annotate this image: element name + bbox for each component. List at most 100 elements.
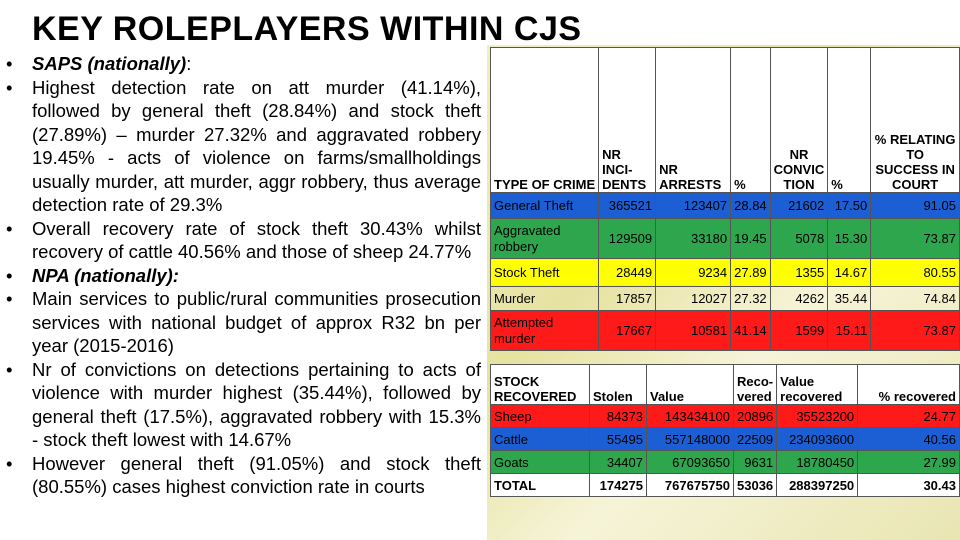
- table-cell: 73.87: [870, 310, 960, 351]
- table-cell: 24.77: [857, 404, 960, 428]
- table-cell: 17667: [598, 310, 657, 351]
- table-cell: 22509: [732, 427, 778, 451]
- table-cell: Attempted murder: [489, 310, 600, 351]
- bullet-convictions: • Nr of convictions on detections pertain…: [6, 358, 481, 452]
- table-cell: 41.14: [730, 310, 771, 351]
- table-cell: 1599: [769, 310, 829, 351]
- table-row: Stock Theft 28449 9234 27.89 1355 14.67 …: [489, 258, 960, 287]
- table-row: Attempted murder 17667 10581 41.14 1599 …: [489, 310, 960, 351]
- table-cell: 288397250: [776, 473, 859, 497]
- table-cell: 365521: [598, 192, 657, 219]
- header-cell: Value: [646, 364, 734, 405]
- header-cell: Reco-vered: [732, 364, 778, 405]
- table-row: General Theft 365521 123407 28.84 21602 …: [489, 192, 960, 219]
- bullet-dot: •: [6, 264, 13, 286]
- bullet-text: Overall recovery rate of stock theft 30.…: [32, 217, 481, 263]
- table-cell: 12027: [655, 286, 732, 311]
- bullet-dot: •: [6, 217, 13, 239]
- table-cell: 767675750: [646, 473, 734, 497]
- table-cell: General Theft: [489, 192, 600, 219]
- header-cell: %: [730, 47, 771, 193]
- table-cell: 234093600: [776, 427, 859, 451]
- header-cell: NR CONVIC TION: [769, 47, 829, 193]
- table-cell: 4262: [769, 286, 829, 311]
- table-cell: Cattle: [490, 427, 590, 451]
- bullet-courts: • However general theft (91.05%) and stoc…: [6, 452, 481, 499]
- table-cell: 35.44: [827, 286, 872, 311]
- table-cell: 5078: [769, 218, 829, 259]
- table-cell: 10581: [655, 310, 732, 351]
- stock-recovered-table: STOCK RECOVERED Stolen Value Reco-vered …: [490, 364, 960, 497]
- table-cell: 55495: [589, 427, 647, 451]
- table-cell: 1355: [769, 258, 829, 287]
- table-row: Murder 17857 12027 27.32 4262 35.44 74.8…: [489, 286, 960, 311]
- table-cell: 34407: [589, 450, 647, 474]
- bullet-list: • SAPS (nationally): • Highest detection r…: [6, 52, 481, 499]
- crime-statistics-table: TYPE OF CRIME NR INCI-DENTS NR ARRESTS %…: [489, 47, 960, 351]
- table-cell: Goats: [490, 450, 590, 474]
- bullet-text: Main services to public/rural communitie…: [32, 288, 481, 356]
- bullet-dot: •: [6, 53, 13, 74]
- header-cell: STOCK RECOVERED: [490, 364, 590, 405]
- table-cell: 84373: [589, 404, 647, 428]
- table-cell: 30.43: [857, 473, 960, 497]
- bullet-lead: SAPS (nationally): [32, 53, 187, 74]
- bullet-services: • Main services to public/rural communiti…: [6, 287, 481, 358]
- bullet-dot: •: [6, 76, 13, 98]
- table-cell: 27.89: [730, 258, 771, 287]
- header-cell: NR ARRESTS: [655, 47, 732, 193]
- bullet-text: Nr of convictions on detections pertaini…: [32, 358, 481, 451]
- table-cell: 19.45: [730, 218, 771, 259]
- table-header-row: STOCK RECOVERED Stolen Value Reco-vered …: [490, 364, 960, 405]
- table-cell: 67093650: [646, 450, 734, 474]
- table-cell: Sheep: [490, 404, 590, 428]
- header-cell: % RELATING TO SUCCESS IN COURT: [870, 47, 960, 193]
- table-cell: 73.87: [870, 218, 960, 259]
- table-cell: 28449: [598, 258, 657, 287]
- table-cell: 14.67: [827, 258, 872, 287]
- table-cell: 143434100: [646, 404, 734, 428]
- table-cell: 80.55: [870, 258, 960, 287]
- bullet-dot: •: [6, 358, 13, 380]
- table-cell: 20896: [732, 404, 778, 428]
- table-cell: 27.32: [730, 286, 771, 311]
- table-row: Aggravated robbery 129509 33180 19.45 50…: [489, 218, 960, 259]
- table-row: Goats 34407 67093650 9631 18780450 27.99: [490, 450, 960, 474]
- bullet-text: :: [186, 53, 192, 74]
- table-cell: 17.50: [827, 192, 872, 219]
- table-cell: 40.56: [857, 427, 960, 451]
- table-cell: 17857: [598, 286, 657, 311]
- page-title: KEY ROLEPLAYERS WITHIN CJS: [32, 10, 582, 48]
- table-cell: 28.84: [730, 192, 771, 219]
- table-cell: TOTAL: [490, 473, 590, 497]
- bullet-text: Highest detection rate on att murder (41…: [32, 76, 481, 216]
- table-cell: 33180: [655, 218, 732, 259]
- table-header-row: TYPE OF CRIME NR INCI-DENTS NR ARRESTS %…: [489, 47, 960, 193]
- table-cell: 129509: [598, 218, 657, 259]
- table-cell: 35523200: [776, 404, 859, 428]
- table-cell: 9631: [732, 450, 778, 474]
- table-cell: Stock Theft: [489, 258, 600, 287]
- table-cell: 21602: [769, 192, 829, 219]
- header-cell: %: [827, 47, 872, 193]
- header-cell: TYPE OF CRIME: [489, 47, 600, 193]
- bullet-dot: •: [6, 452, 13, 474]
- header-cell: % recovered: [857, 364, 960, 405]
- table-cell: Aggravated robbery: [489, 218, 600, 259]
- table-cell: 18780450: [776, 450, 859, 474]
- table-cell: 557148000: [646, 427, 734, 451]
- table-row: Cattle 55495 557148000 22509 234093600 4…: [490, 427, 960, 451]
- header-cell: NR INCI-DENTS: [598, 47, 657, 193]
- table-cell: 174275: [589, 473, 647, 497]
- header-cell: Value recovered: [776, 364, 859, 405]
- bullet-dot: •: [6, 288, 13, 309]
- bullet-detection: • Highest detection rate on att murder (4…: [6, 76, 481, 217]
- table-cell: 15.11: [827, 310, 872, 351]
- table-row: Sheep 84373 143434100 20896 35523200 24.…: [490, 404, 960, 428]
- table-cell: 27.99: [857, 450, 960, 474]
- bullet-text: However general theft (91.05%) and stock…: [32, 452, 481, 498]
- bullet-lead: NPA (nationally):: [32, 264, 179, 286]
- header-cell: Stolen: [589, 364, 647, 405]
- bullet-saps: • SAPS (nationally):: [6, 52, 481, 76]
- table-cell: 91.05: [870, 192, 960, 219]
